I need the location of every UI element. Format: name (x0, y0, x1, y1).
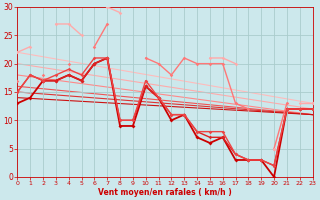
X-axis label: Vent moyen/en rafales ( km/h ): Vent moyen/en rafales ( km/h ) (98, 188, 232, 197)
